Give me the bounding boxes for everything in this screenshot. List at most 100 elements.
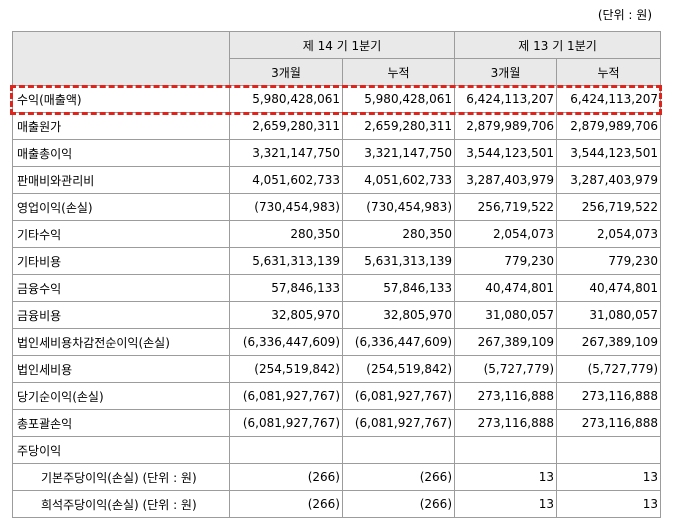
table-body: 수익(매출액) 5,980,428,061 5,980,428,061 6,424,1… bbox=[12, 85, 662, 518]
value-current-cum: 57,846,133 bbox=[341, 274, 456, 302]
table-header: 제 14 기 1분기 제 13 기 1분기 3개월 누적 3개월 누적 bbox=[12, 31, 662, 86]
value-current-3m: 57,846,133 bbox=[229, 274, 343, 302]
header-current-3m: 3개월 bbox=[229, 58, 343, 86]
row-label: 주당이익 bbox=[12, 436, 230, 464]
value-prior-3m: 267,389,109 bbox=[454, 328, 558, 356]
row-label: 총포괄손익 bbox=[12, 409, 230, 437]
value-prior-cum: 256,719,522 bbox=[556, 193, 662, 221]
value-current-3m: (254,519,842) bbox=[229, 355, 343, 383]
row-label: 당기순이익(손실) bbox=[12, 382, 230, 410]
value-prior-cum bbox=[556, 436, 662, 464]
value-current-cum: 5,631,313,139 bbox=[341, 247, 456, 275]
value-current-cum: 5,980,428,061 bbox=[341, 85, 456, 113]
table-row: 총포괄손익 (6,081,927,767) (6,081,927,767) 273,1… bbox=[12, 409, 662, 437]
table-row: 당기순이익(손실) (6,081,927,767) (6,081,927,767) 2… bbox=[12, 382, 662, 410]
table-row: 기타비용 5,631,313,139 5,631,313,139 779,230 779… bbox=[12, 247, 662, 275]
value-prior-3m: 13 bbox=[454, 463, 558, 491]
header-prior-cum: 누적 bbox=[556, 58, 662, 86]
value-prior-3m: 256,719,522 bbox=[454, 193, 558, 221]
value-prior-3m: 779,230 bbox=[454, 247, 558, 275]
value-prior-3m: 40,474,801 bbox=[454, 274, 558, 302]
value-prior-cum: 3,287,403,979 bbox=[556, 166, 662, 194]
value-current-3m: 3,321,147,750 bbox=[229, 139, 343, 167]
value-current-cum: (254,519,842) bbox=[341, 355, 456, 383]
value-current-cum: 280,350 bbox=[341, 220, 456, 248]
header-blank-cell bbox=[12, 31, 230, 86]
table-row: 기타수익 280,350 280,350 2,054,073 2,054,073 bbox=[12, 220, 662, 248]
value-prior-3m: 2,054,073 bbox=[454, 220, 558, 248]
row-label: 판매비와관리비 bbox=[12, 166, 230, 194]
value-prior-cum: 3,544,123,501 bbox=[556, 139, 662, 167]
table-row: 법인세비용 (254,519,842) (254,519,842) (5,727,77… bbox=[12, 355, 662, 383]
value-current-3m: (6,336,447,609) bbox=[229, 328, 343, 356]
table-row: 매출원가 2,659,280,311 2,659,280,311 2,879,989,… bbox=[12, 112, 662, 140]
table-row: 수익(매출액) 5,980,428,061 5,980,428,061 6,424,1… bbox=[12, 85, 662, 113]
value-current-3m: 280,350 bbox=[229, 220, 343, 248]
value-current-3m: 4,051,602,733 bbox=[229, 166, 343, 194]
row-label: 수익(매출액) bbox=[12, 85, 230, 113]
row-label: 금융비용 bbox=[12, 301, 230, 329]
header-period-prior: 제 13 기 1분기 bbox=[454, 31, 662, 59]
unit-note: (단위 : 원) bbox=[597, 8, 652, 22]
header-current-cum: 누적 bbox=[341, 58, 456, 86]
value-current-3m: (6,081,927,767) bbox=[229, 409, 343, 437]
value-current-cum: (6,336,447,609) bbox=[341, 328, 456, 356]
value-current-3m: (730,454,983) bbox=[229, 193, 343, 221]
value-current-3m: 5,631,313,139 bbox=[229, 247, 343, 275]
row-label: 매출원가 bbox=[12, 112, 230, 140]
table-row: 희석주당이익(손실) (단위 : 원) (266) (266) 13 13 bbox=[12, 490, 662, 518]
value-current-cum: 2,659,280,311 bbox=[341, 112, 456, 140]
income-statement-table: 제 14 기 1분기 제 13 기 1분기 3개월 누적 3개월 누적 수익(매… bbox=[12, 31, 662, 518]
value-prior-cum: 273,116,888 bbox=[556, 409, 662, 437]
value-prior-3m: 2,879,989,706 bbox=[454, 112, 558, 140]
value-prior-3m: 3,287,403,979 bbox=[454, 166, 558, 194]
value-prior-cum: 31,080,057 bbox=[556, 301, 662, 329]
value-current-3m bbox=[229, 436, 343, 464]
value-prior-cum: 40,474,801 bbox=[556, 274, 662, 302]
value-current-cum: (730,454,983) bbox=[341, 193, 456, 221]
table-row: 법인세비용차감전순이익(손실) (6,336,447,609) (6,336,447… bbox=[12, 328, 662, 356]
table-row: 주당이익 bbox=[12, 436, 662, 464]
row-label: 기타비용 bbox=[12, 247, 230, 275]
value-current-3m: (266) bbox=[229, 490, 343, 518]
value-current-3m: (6,081,927,767) bbox=[229, 382, 343, 410]
value-prior-cum: 267,389,109 bbox=[556, 328, 662, 356]
row-label: 희석주당이익(손실) (단위 : 원) bbox=[12, 490, 230, 518]
row-label: 기타수익 bbox=[12, 220, 230, 248]
value-prior-3m: 273,116,888 bbox=[454, 409, 558, 437]
value-current-3m: 32,805,970 bbox=[229, 301, 343, 329]
row-label: 법인세비용 bbox=[12, 355, 230, 383]
value-current-cum bbox=[341, 436, 456, 464]
value-prior-cum: 779,230 bbox=[556, 247, 662, 275]
table-row: 금융비용 32,805,970 32,805,970 31,080,057 31,080… bbox=[12, 301, 662, 329]
value-current-cum: (6,081,927,767) bbox=[341, 409, 456, 437]
row-label: 매출총이익 bbox=[12, 139, 230, 167]
value-current-cum: (6,081,927,767) bbox=[341, 382, 456, 410]
value-current-cum: 4,051,602,733 bbox=[341, 166, 456, 194]
value-current-cum: 3,321,147,750 bbox=[341, 139, 456, 167]
header-prior-3m: 3개월 bbox=[454, 58, 558, 86]
value-prior-3m: (5,727,779) bbox=[454, 355, 558, 383]
value-prior-3m bbox=[454, 436, 558, 464]
value-current-cum: (266) bbox=[341, 490, 456, 518]
row-label: 법인세비용차감전순이익(손실) bbox=[12, 328, 230, 356]
value-prior-cum: 13 bbox=[556, 490, 662, 518]
value-prior-cum: (5,727,779) bbox=[556, 355, 662, 383]
value-current-3m: 5,980,428,061 bbox=[229, 85, 343, 113]
row-label: 기본주당이익(손실) (단위 : 원) bbox=[12, 463, 230, 491]
value-current-3m: (266) bbox=[229, 463, 343, 491]
value-prior-3m: 273,116,888 bbox=[454, 382, 558, 410]
value-current-cum: (266) bbox=[341, 463, 456, 491]
value-current-3m: 2,659,280,311 bbox=[229, 112, 343, 140]
value-prior-cum: 273,116,888 bbox=[556, 382, 662, 410]
value-current-cum: 32,805,970 bbox=[341, 301, 456, 329]
value-prior-cum: 2,054,073 bbox=[556, 220, 662, 248]
value-prior-cum: 13 bbox=[556, 463, 662, 491]
table-row: 영업이익(손실) (730,454,983) (730,454,983) 256,71… bbox=[12, 193, 662, 221]
table-row: 금융수익 57,846,133 57,846,133 40,474,801 40,474… bbox=[12, 274, 662, 302]
row-label: 금융수익 bbox=[12, 274, 230, 302]
value-prior-3m: 6,424,113,207 bbox=[454, 85, 558, 113]
table-row: 기본주당이익(손실) (단위 : 원) (266) (266) 13 13 bbox=[12, 463, 662, 491]
value-prior-cum: 6,424,113,207 bbox=[556, 85, 662, 113]
value-prior-cum: 2,879,989,706 bbox=[556, 112, 662, 140]
